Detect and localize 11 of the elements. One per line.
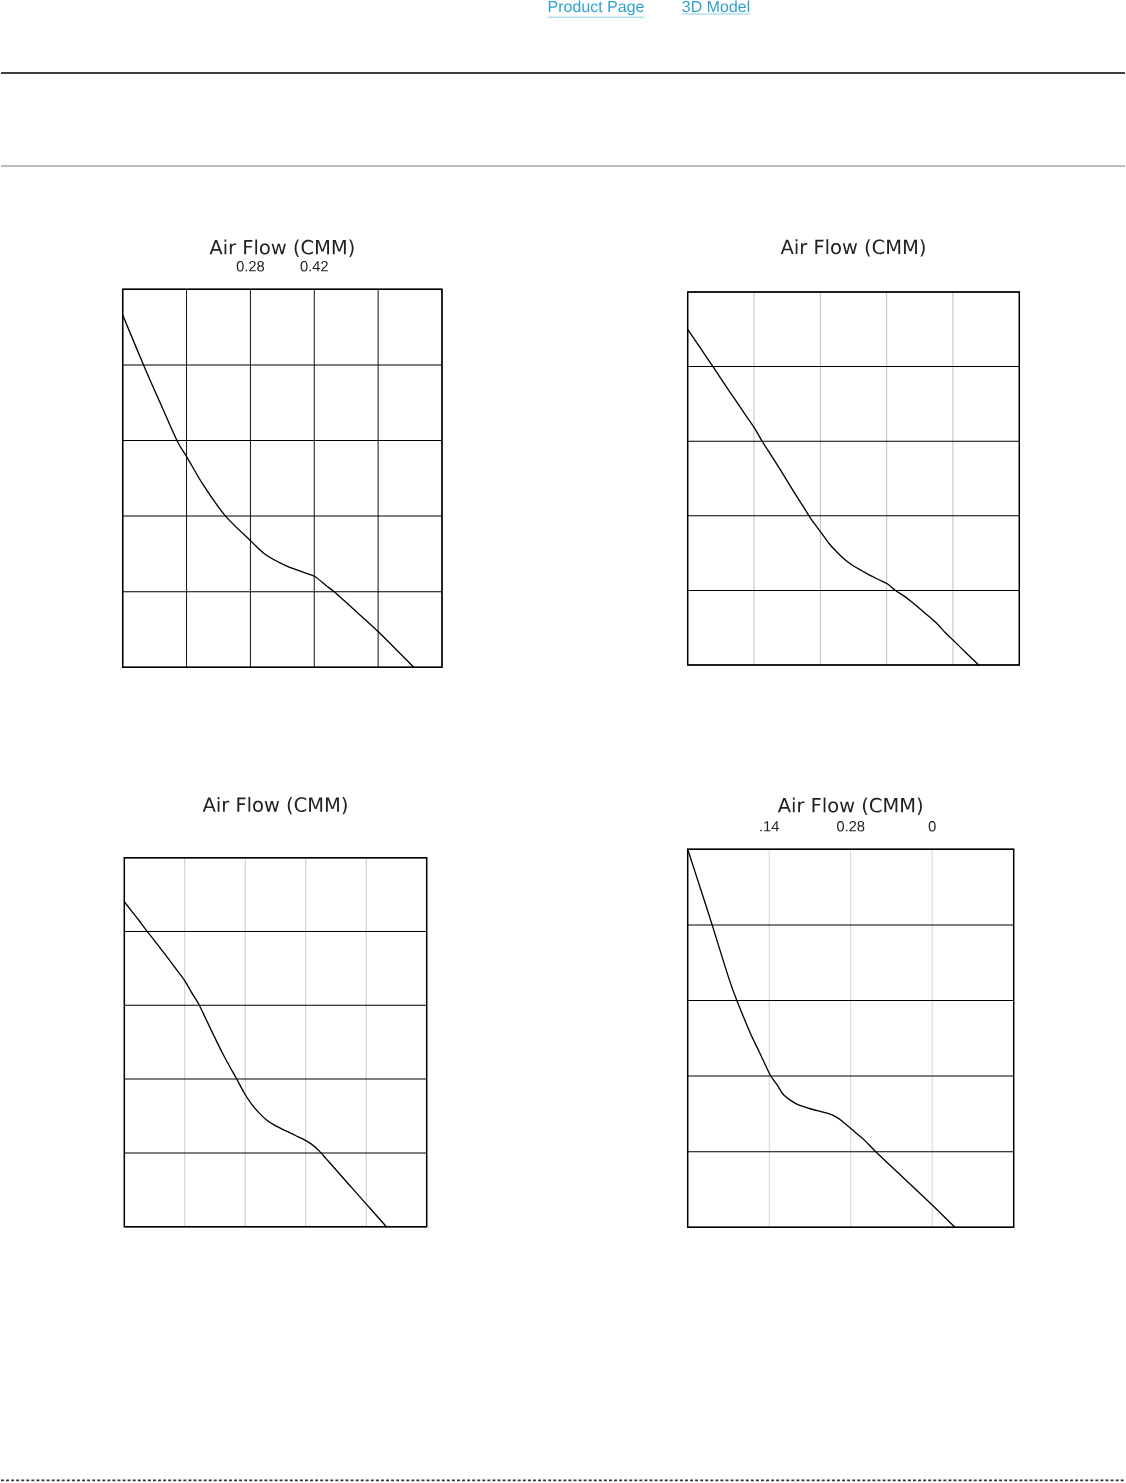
- chart-title: Air Flow (CMM): [777, 797, 922, 815]
- chart-title: Air Flow (CMM): [780, 239, 925, 257]
- chart-title: Air Flow (CMM): [209, 239, 354, 257]
- x-tick-label: 0.42: [300, 261, 328, 272]
- x-tick-label: 0.28: [236, 261, 265, 272]
- x-tick-label: .14: [760, 821, 779, 832]
- x-tick-label: 0: [928, 821, 936, 832]
- text: Product Page: [548, 0, 644, 16]
- chart-title: Air Flow (CMM): [202, 796, 347, 815]
- x-tick-label: 0.28: [836, 821, 865, 832]
- text: 3D Model: [682, 0, 750, 13]
